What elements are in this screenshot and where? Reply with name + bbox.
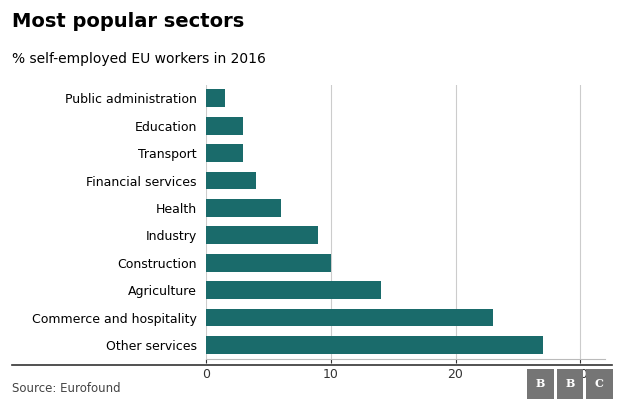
Bar	[206, 89, 225, 107]
Bar	[206, 172, 256, 189]
Bar	[206, 281, 381, 299]
Bar	[206, 226, 318, 244]
Bar	[206, 254, 331, 272]
Bar	[206, 336, 543, 354]
Text: Most popular sectors: Most popular sectors	[12, 12, 245, 31]
Bar	[206, 309, 493, 326]
Bar	[206, 199, 281, 217]
Text: B: B	[536, 378, 545, 389]
Bar	[206, 117, 243, 135]
Text: % self-employed EU workers in 2016: % self-employed EU workers in 2016	[12, 52, 266, 66]
Text: C: C	[595, 378, 604, 389]
Bar	[206, 144, 243, 162]
Text: B: B	[565, 378, 575, 389]
Text: Source: Eurofound: Source: Eurofound	[12, 382, 121, 395]
